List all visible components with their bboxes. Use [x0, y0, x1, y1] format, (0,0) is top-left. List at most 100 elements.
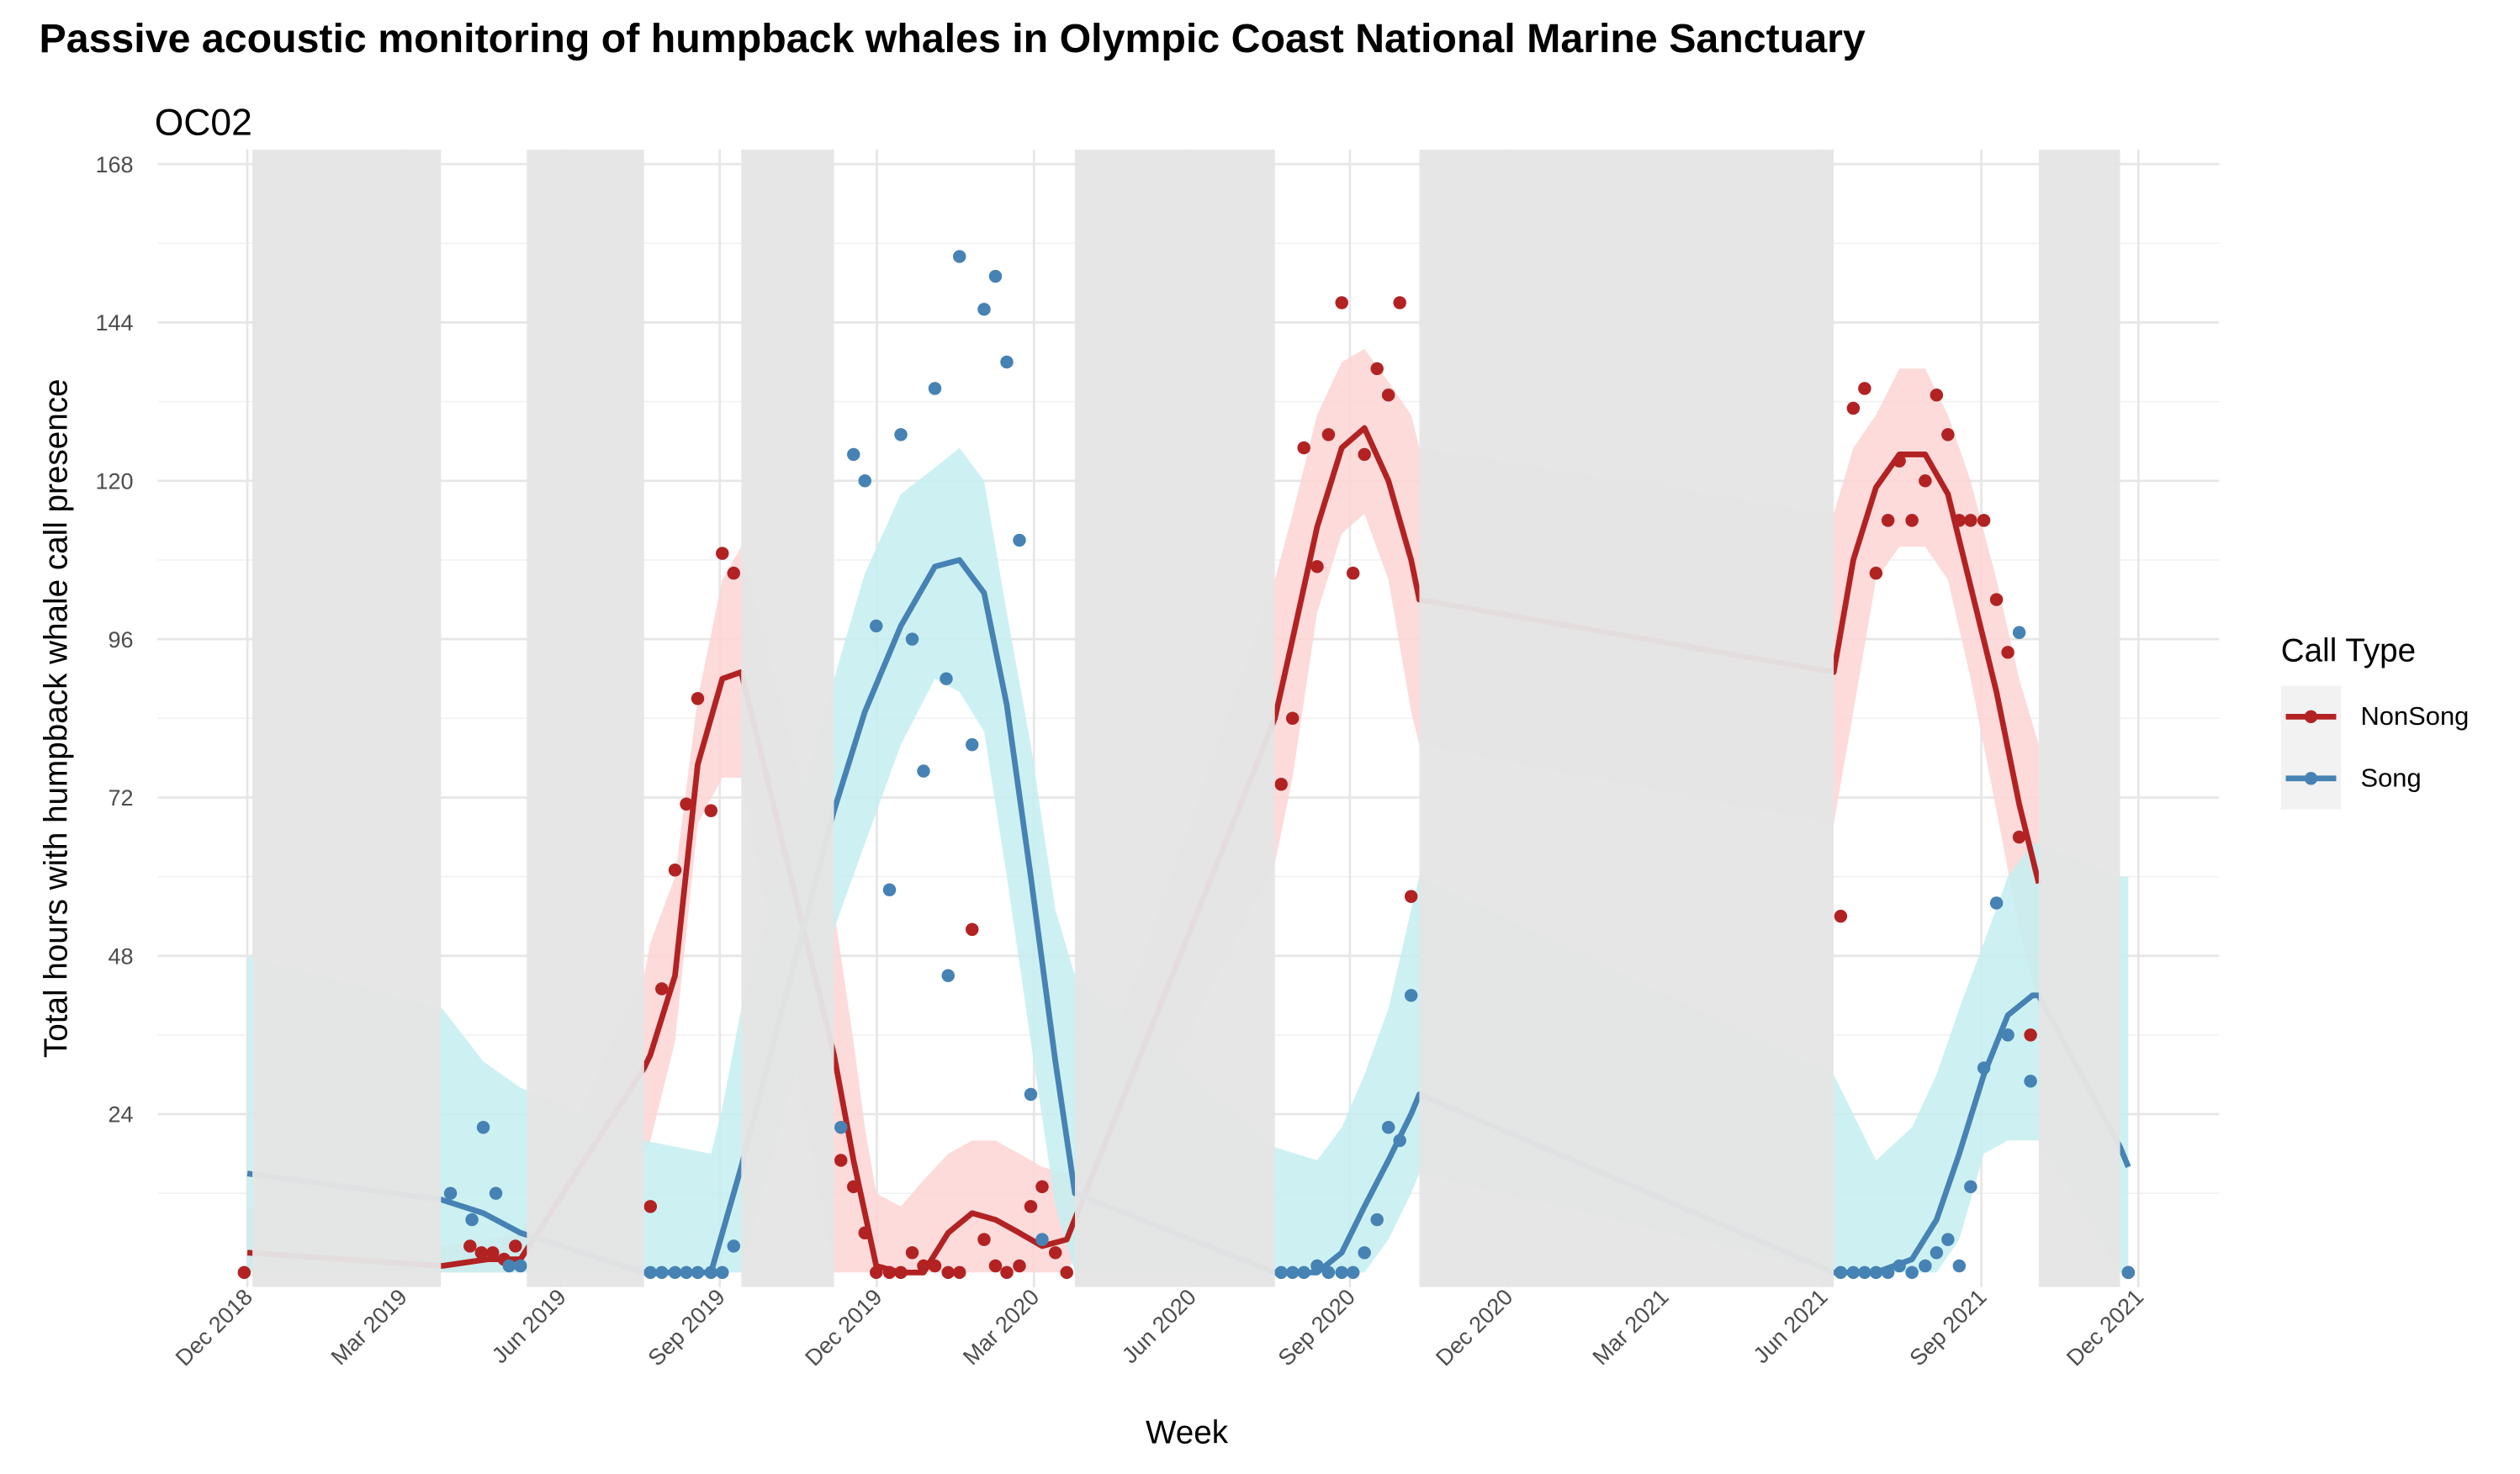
data-point [953, 1265, 966, 1280]
x-axis-label: Week [1146, 1414, 1229, 1450]
data-point [1977, 514, 1991, 527]
x-tick-label: Mar 2021 [1588, 1284, 1674, 1370]
data-point [1919, 1259, 1932, 1273]
data-point [882, 883, 897, 897]
data-point [1952, 514, 1967, 527]
data-point [870, 619, 883, 633]
data-point [1393, 296, 1406, 309]
data-point [476, 1120, 490, 1134]
data-point [443, 1186, 458, 1200]
data-point [1000, 355, 1014, 369]
legend-title: Call Type [2281, 633, 2416, 669]
data-point [643, 1265, 658, 1280]
data-point [1000, 1265, 1014, 1280]
fit-line [246, 425, 2042, 1276]
data-point [847, 1180, 860, 1194]
data-point [953, 250, 966, 263]
data-point [834, 1120, 848, 1134]
data-point [894, 428, 908, 441]
data-point [1048, 1246, 1062, 1260]
data-point [1285, 711, 1300, 726]
data-point [1964, 514, 1977, 527]
gap-period [527, 149, 644, 1287]
x-tick-label: Sep 2019 [643, 1284, 730, 1371]
x-tick-label: Sep 2021 [1904, 1284, 1991, 1371]
data-point [2001, 646, 2014, 659]
data-point [1024, 1200, 1038, 1213]
data-point [1905, 1265, 1919, 1280]
data-point [486, 1246, 500, 1260]
data-point [1858, 1265, 1871, 1280]
data-point [1964, 1180, 1977, 1194]
data-point [1310, 1259, 1324, 1273]
plot-area [237, 149, 2136, 1287]
data-point [1013, 1259, 1026, 1273]
y-tick-label: 120 [95, 468, 133, 494]
data-point [1346, 1265, 1360, 1280]
data-point [1834, 1265, 1848, 1280]
data-point [680, 1265, 693, 1280]
data-point [1846, 401, 1861, 415]
data-point [2024, 1075, 2037, 1088]
data-point [727, 566, 741, 580]
data-point [1321, 428, 1336, 441]
data-point [643, 1200, 658, 1213]
data-point [2024, 1028, 2037, 1042]
data-point [1358, 1246, 1371, 1260]
data-point [928, 1259, 942, 1273]
data-point [834, 1154, 848, 1167]
data-point [1858, 382, 1871, 395]
data-point [988, 269, 1003, 283]
data-point [1893, 454, 1906, 468]
data-point [509, 1239, 522, 1253]
x-tick-label: Sep 2020 [1273, 1284, 1360, 1371]
data-point [1035, 1233, 1049, 1246]
x-tick-label: Jun 2020 [1117, 1284, 1201, 1368]
data-point [1013, 533, 1026, 547]
data-point [1393, 1133, 1406, 1148]
gap-period [2038, 149, 2120, 1287]
data-point [716, 547, 729, 560]
data-point [847, 447, 860, 462]
data-point [858, 1226, 871, 1239]
data-point [489, 1186, 503, 1200]
data-point [940, 672, 953, 685]
y-tick-label: 72 [109, 785, 134, 811]
data-point [1869, 566, 1883, 580]
data-point [502, 1259, 516, 1273]
data-point [1404, 890, 1418, 903]
data-point [988, 1259, 1003, 1273]
data-point [704, 804, 718, 817]
data-point [1834, 909, 1848, 923]
data-point [1893, 1259, 1906, 1273]
legend-point [2304, 710, 2318, 724]
data-point [928, 382, 942, 395]
x-tick-label: Dec 2020 [1431, 1284, 1517, 1371]
gap-period [741, 149, 834, 1287]
data-point [514, 1259, 527, 1273]
data-point [966, 922, 979, 937]
data-point [716, 1265, 729, 1280]
data-point [2121, 1265, 2136, 1280]
data-point [1989, 896, 2004, 910]
data-point [1297, 441, 1310, 455]
y-tick-label: 96 [109, 627, 134, 652]
data-point [870, 1265, 883, 1280]
data-point [704, 1265, 718, 1280]
data-point [1297, 1265, 1310, 1280]
data-point [1881, 514, 1895, 527]
x-tick-label: Dec 2021 [2062, 1284, 2148, 1371]
data-point [1881, 1265, 1895, 1280]
data-point [1024, 1087, 1038, 1102]
legend-point [2304, 772, 2318, 785]
y-tick-label: 144 [95, 310, 133, 335]
data-point [1370, 362, 1384, 376]
data-point [655, 982, 669, 996]
data-point [977, 303, 991, 316]
data-point [1285, 1265, 1300, 1280]
data-point [1846, 1265, 1861, 1280]
data-point [2001, 1028, 2014, 1042]
data-point [680, 797, 693, 811]
